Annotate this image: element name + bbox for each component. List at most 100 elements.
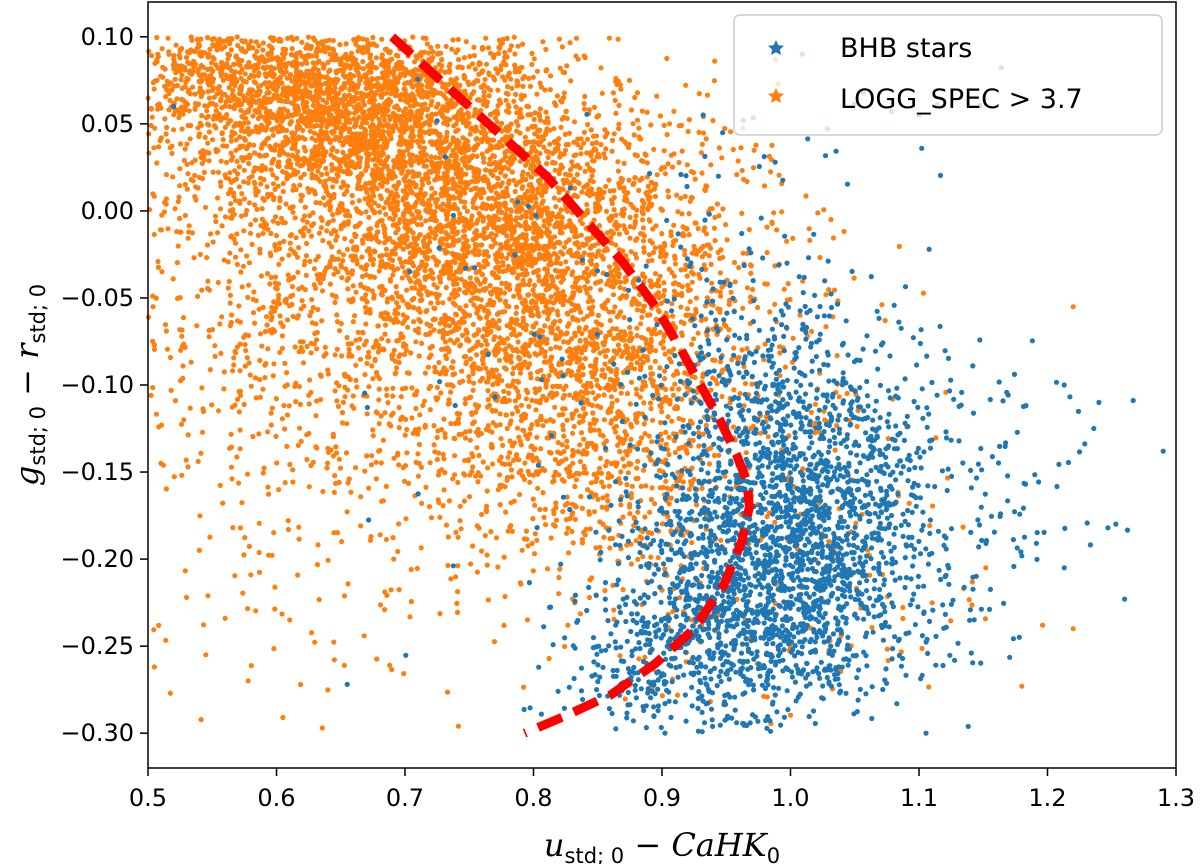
scatter-point-logg bbox=[424, 157, 430, 163]
scatter-point-logg bbox=[453, 76, 460, 82]
scatter-point-logg bbox=[616, 102, 622, 108]
scatter-point-logg bbox=[398, 134, 404, 140]
scatter-point-logg bbox=[510, 347, 516, 354]
scatter-point-logg bbox=[542, 131, 549, 138]
scatter-point-logg bbox=[326, 91, 332, 97]
scatter-point-logg bbox=[471, 44, 477, 50]
scatter-point-logg bbox=[547, 87, 553, 93]
scatter-point-logg bbox=[606, 216, 612, 222]
scatter-point-logg bbox=[298, 192, 304, 198]
scatter-point-logg bbox=[264, 64, 270, 70]
scatter-point-logg bbox=[172, 76, 178, 82]
scatter-point-logg bbox=[245, 120, 251, 126]
scatter-point-logg bbox=[615, 342, 622, 348]
scatter-point-logg bbox=[601, 151, 607, 157]
scatter-point-logg bbox=[413, 199, 420, 205]
scatter-point-logg bbox=[455, 229, 461, 235]
scatter-point-logg bbox=[490, 172, 496, 179]
scatter-point-logg bbox=[264, 90, 270, 96]
scatter-point-logg bbox=[634, 117, 641, 123]
scatter-point-logg bbox=[571, 153, 577, 159]
scatter-point-logg bbox=[734, 172, 740, 178]
scatter-point-logg bbox=[171, 127, 177, 133]
scatter-point-logg bbox=[373, 55, 379, 61]
scatter-point-logg bbox=[486, 402, 492, 408]
scatter-point-logg bbox=[441, 456, 447, 462]
scatter-point-logg bbox=[507, 213, 513, 219]
scatter-point-logg bbox=[383, 483, 389, 489]
scatter-point-logg bbox=[647, 195, 653, 201]
scatter-point-logg bbox=[284, 164, 290, 170]
scatter-point-logg bbox=[466, 82, 472, 88]
scatter-point-logg bbox=[503, 211, 509, 217]
scatter-point-logg bbox=[509, 169, 515, 175]
scatter-point-logg bbox=[581, 140, 587, 146]
scatter-point-logg bbox=[492, 159, 498, 165]
scatter-point-logg bbox=[500, 442, 506, 448]
scatter-point-logg bbox=[358, 48, 365, 54]
scatter-point-logg bbox=[559, 116, 565, 122]
scatter-point-logg bbox=[461, 204, 468, 210]
scatter-point-logg bbox=[544, 377, 551, 383]
scatter-point-logg bbox=[376, 268, 382, 274]
scatter-point-logg bbox=[481, 155, 487, 161]
scatter-point-logg bbox=[567, 167, 574, 173]
scatter-point-logg bbox=[435, 300, 441, 306]
scatter-point-logg bbox=[377, 209, 383, 215]
scatter-point-logg bbox=[568, 78, 574, 84]
scatter-point-logg bbox=[501, 388, 507, 394]
scatter-point-logg bbox=[492, 167, 498, 173]
scatter-point-logg bbox=[338, 130, 344, 136]
scatter-point-logg bbox=[522, 460, 528, 466]
scatter-point-logg bbox=[479, 204, 485, 210]
scatter-point-logg bbox=[659, 207, 666, 213]
scatter-point-logg bbox=[504, 336, 511, 342]
scatter-point-logg bbox=[546, 242, 553, 248]
scatter-point-logg bbox=[499, 120, 505, 126]
scatter-point-logg bbox=[446, 63, 452, 69]
scatter-point-logg bbox=[457, 263, 463, 269]
scatter-point-logg bbox=[403, 516, 409, 522]
scatter-point-logg bbox=[531, 139, 537, 145]
scatter-point-logg bbox=[330, 177, 336, 183]
scatter-point-logg bbox=[459, 332, 466, 338]
scatter-point-logg bbox=[587, 177, 593, 184]
scatter-point-logg bbox=[352, 165, 358, 171]
scatter-point-logg bbox=[262, 141, 268, 147]
scatter-point-logg bbox=[383, 246, 389, 252]
scatter-point-logg bbox=[610, 309, 616, 315]
scatter-point-logg bbox=[541, 144, 547, 150]
scatter-point-logg bbox=[618, 86, 624, 92]
scatter-point-logg bbox=[267, 99, 273, 105]
scatter-point-logg bbox=[587, 245, 594, 251]
scatter-point-logg bbox=[509, 370, 516, 377]
scatter-point-logg bbox=[377, 253, 383, 259]
scatter-point-logg bbox=[507, 286, 513, 292]
scatter-point-logg bbox=[683, 312, 689, 318]
scatter-point-logg bbox=[476, 175, 483, 181]
scatter-point-logg bbox=[650, 417, 656, 423]
scatter-point-logg bbox=[337, 42, 343, 48]
scatter-point-logg bbox=[497, 335, 503, 341]
scatter-point-logg bbox=[498, 226, 504, 232]
scatter-point-logg bbox=[390, 84, 396, 90]
scatter-point-logg bbox=[342, 95, 348, 101]
scatter-point-logg bbox=[609, 137, 616, 143]
scatter-point-logg bbox=[537, 80, 543, 86]
scatter-point-logg bbox=[362, 72, 368, 78]
scatter-point-logg bbox=[449, 46, 455, 52]
scatter-point-logg bbox=[507, 47, 513, 53]
scatter-point-logg bbox=[425, 246, 431, 252]
scatter-point-logg bbox=[632, 175, 638, 181]
scatter-point-logg bbox=[419, 340, 425, 346]
scatter-point-logg bbox=[297, 182, 303, 188]
scatter-point-logg bbox=[306, 484, 312, 490]
scatter-point-logg bbox=[486, 184, 492, 190]
scatter-point-logg bbox=[432, 291, 439, 297]
scatter-point-logg bbox=[268, 146, 274, 152]
scatter-point-logg bbox=[308, 45, 314, 52]
scatter-point-logg bbox=[297, 425, 303, 431]
scatter-point-logg bbox=[588, 369, 595, 376]
scatter-point-logg bbox=[341, 80, 347, 87]
scatter-point-logg bbox=[485, 319, 492, 325]
